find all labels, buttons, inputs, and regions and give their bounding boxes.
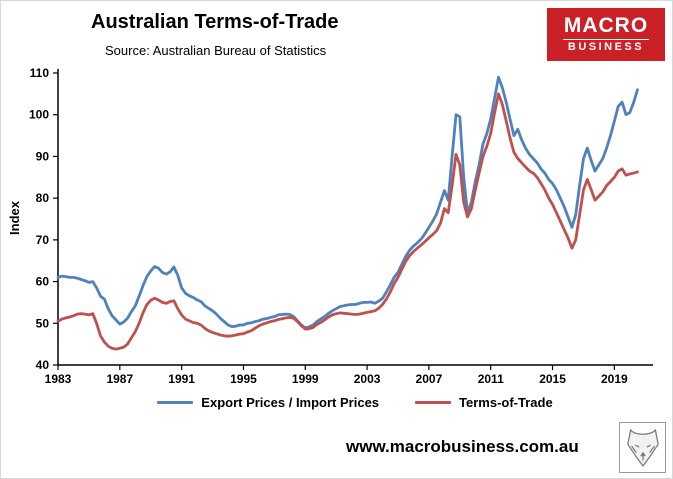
series-line-1 — [56, 92, 639, 351]
x-tick-label: 2007 — [416, 372, 443, 386]
chart-title: Australian Terms-of-Trade — [91, 11, 339, 33]
x-tick-label: 1983 — [45, 372, 72, 386]
chart-legend: Export Prices / Import Prices Terms-of-T… — [58, 395, 652, 410]
x-tick-label: 2003 — [354, 372, 381, 386]
x-tick-label: 1999 — [292, 372, 319, 386]
x-tick-label: 2011 — [478, 372, 504, 386]
x-tick-label: 2019 — [601, 372, 628, 386]
y-tick-label: 70 — [36, 233, 50, 247]
logo-text-macro: MACRO — [563, 14, 649, 38]
wolf-icon — [626, 428, 659, 467]
wolf-logo-box — [619, 422, 666, 473]
y-tick-label: 80 — [36, 191, 50, 205]
chart-subtitle: Source: Australian Bureau of Statistics — [105, 43, 327, 58]
legend-label: Terms-of-Trade — [459, 395, 553, 410]
logo-divider — [563, 39, 649, 41]
y-tick-label: 110 — [30, 66, 50, 80]
x-tick-label: 1995 — [230, 372, 257, 386]
x-tick-label: 1987 — [106, 372, 133, 386]
y-tick-label: 60 — [36, 275, 50, 289]
legend-entry-terms-of-trade: Terms-of-Trade — [415, 395, 553, 410]
y-tick-label: 50 — [36, 316, 50, 330]
y-tick-label: 100 — [29, 108, 49, 122]
legend-entry-export-import: Export Prices / Import Prices — [157, 395, 379, 410]
legend-line-swatch-blue — [157, 401, 194, 404]
x-tick-label: 2015 — [539, 372, 566, 386]
y-tick-label: 40 — [36, 358, 50, 372]
legend-line-swatch-red — [415, 401, 452, 404]
macrobusiness-logo: MACRO BUSINESS — [547, 8, 665, 61]
logo-text-business: BUSINESS — [567, 41, 645, 54]
website-url: www.macrobusiness.com.au — [346, 437, 579, 456]
legend-label: Export Prices / Import Prices — [201, 395, 380, 410]
y-tick-label: 90 — [36, 149, 50, 163]
series-line-0 — [56, 75, 639, 330]
x-tick-label: 1991 — [168, 372, 195, 386]
